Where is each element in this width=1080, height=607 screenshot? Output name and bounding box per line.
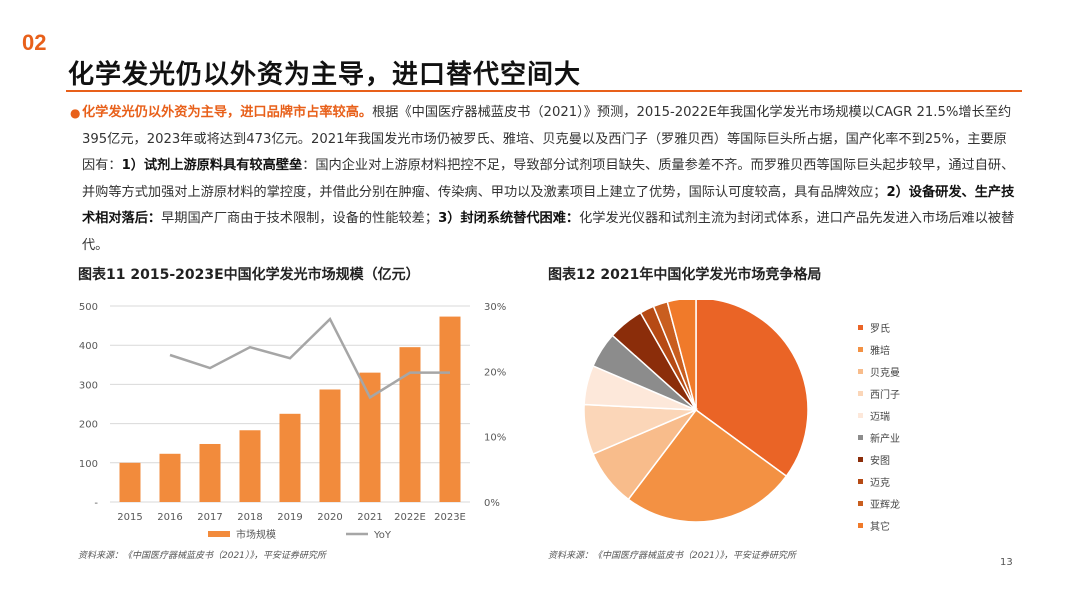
y-left-tick-label: 400: [79, 341, 98, 352]
bar: [399, 347, 421, 502]
y-left-tick-label: 200: [79, 420, 98, 431]
section-number: 02: [22, 30, 47, 55]
legend-item: 新产业: [858, 426, 900, 448]
reason-2: 2）设备研发、生产技术相对落后：: [82, 184, 1015, 227]
legend-item: 雅培: [858, 338, 900, 360]
legend-label-line: YoY: [373, 530, 392, 541]
x-tick-label: 2020: [317, 512, 342, 523]
reason-3: 3）封闭系统替代困难：: [438, 211, 580, 226]
yoy-line: [169, 316, 450, 400]
bar: [439, 316, 461, 502]
legend-item: 迈克: [858, 470, 900, 492]
y-right-tick-label: 0%: [484, 498, 500, 509]
pie-legend: 罗氏雅培贝克曼西门子迈瑞新产业安图迈克亚辉龙其它: [858, 316, 900, 536]
legend-label: 罗氏: [870, 323, 890, 335]
x-tick-label: 2016: [157, 512, 182, 523]
legend-swatch: [858, 412, 863, 418]
legend-item: 贝克曼: [858, 360, 900, 382]
pie-slice: [627, 408, 788, 523]
x-tick-label: 2018: [237, 512, 262, 523]
legend-label: 安图: [870, 455, 890, 467]
legend-label: 新产业: [870, 433, 900, 445]
legend-swatch: [858, 346, 863, 352]
legend-item: 其它: [858, 514, 900, 536]
legend-swatch: [858, 434, 863, 440]
pie-slice: [666, 300, 697, 411]
y-left-tick-label: 300: [79, 380, 98, 391]
pie-slice: [695, 300, 809, 478]
legend-item: 罗氏: [858, 316, 900, 338]
bar: [119, 462, 141, 502]
page-number: 13: [1000, 557, 1013, 568]
legend-swatch: [858, 522, 863, 528]
x-tick-label: 2019: [277, 512, 302, 523]
x-tick-label: 2017: [197, 512, 222, 523]
legend-label: 亚辉龙: [870, 499, 900, 511]
bullet-dot-icon: ●: [70, 106, 81, 120]
bullet-text-1: 根据《中国医疗器械蓝皮书（2021）》预测，2015-2022E年我国化学发光市…: [82, 105, 1012, 173]
y-right-tick-label: 10%: [484, 433, 506, 444]
legend-item: 迈瑞: [858, 404, 900, 426]
legend-label: 西门子: [870, 389, 900, 401]
y-right-tick-label: 20%: [484, 367, 506, 378]
legend-swatch: [858, 478, 863, 484]
x-tick-label: 2022E: [394, 512, 426, 523]
title-rule: [66, 90, 1022, 92]
legend-swatch: [858, 368, 863, 374]
y-right-tick-label: 30%: [484, 302, 506, 313]
figure2-source: 资料来源：《中国医疗器械蓝皮书（2021）》，平安证券研究所: [548, 551, 796, 561]
legend-swatch: [858, 456, 863, 462]
y-left-tick-label: 500: [79, 302, 98, 313]
legend-label: 其它: [870, 521, 890, 533]
legend-swatch: [858, 390, 863, 396]
legend-item: 西门子: [858, 382, 900, 404]
bullet-text-2: ：国内企业对上游原材料把控不足，导致部分试剂项目缺失、质量参差不齐。而罗雅贝西等…: [82, 158, 1015, 200]
legend-label: 迈瑞: [870, 411, 890, 423]
figure1-source: 资料来源：《中国医疗器械蓝皮书（2021）》，平安证券研究所: [78, 551, 326, 561]
figure2-title: 图表12 2021年中国化学发光市场竞争格局: [548, 267, 822, 283]
bullet-text-3: 早期国产厂商由于技术限制，设备的性能较差；: [161, 211, 439, 226]
y-left-tick-label: -: [94, 498, 98, 509]
legend-item: 亚辉龙: [858, 492, 900, 514]
legend-item: 安图: [858, 448, 900, 470]
x-tick-label: 2023E: [434, 512, 466, 523]
bar: [279, 413, 301, 502]
reason-1: 1）试剂上游原料具有较高壁垒: [121, 158, 303, 173]
competition-pie-chart: [583, 300, 809, 523]
legend-label: 迈克: [870, 477, 890, 489]
bar: [239, 430, 261, 502]
bullet-text-4: 化学发光仪器和试剂主流为封闭式体系，进口产品先发进入市场后难以被替代。: [82, 211, 1015, 253]
legend-swatch: [858, 500, 863, 506]
x-tick-label: 2021: [357, 512, 382, 523]
bar: [319, 389, 341, 502]
bar: [359, 372, 381, 502]
bar: [199, 443, 221, 502]
market-size-chart: - 100 200 300 400 500 0% 10% 20% 30% 2015 2016 2017 2…: [79, 302, 506, 541]
bullet-paragraph: ● 化学发光仍以外资为主导，进口品牌市占率较高。根据《中国医疗器械蓝皮书（202…: [70, 100, 1018, 259]
page-title: 化学发光仍以外资为主导，进口替代空间大: [68, 60, 582, 90]
legend-swatch: [858, 324, 863, 330]
legend-label-bar: 市场规模: [236, 528, 276, 541]
legend-label: 贝克曼: [870, 367, 900, 379]
legend-label: 雅培: [870, 345, 890, 357]
figure1-title: 图表11 2015-2023E中国化学发光市场规模（亿元）: [78, 267, 420, 283]
bullet-lead: 化学发光仍以外资为主导，进口品牌市占率较高。: [82, 105, 373, 120]
y-left-tick-label: 100: [79, 459, 98, 470]
x-tick-label: 2015: [117, 512, 142, 523]
bar: [159, 453, 181, 502]
